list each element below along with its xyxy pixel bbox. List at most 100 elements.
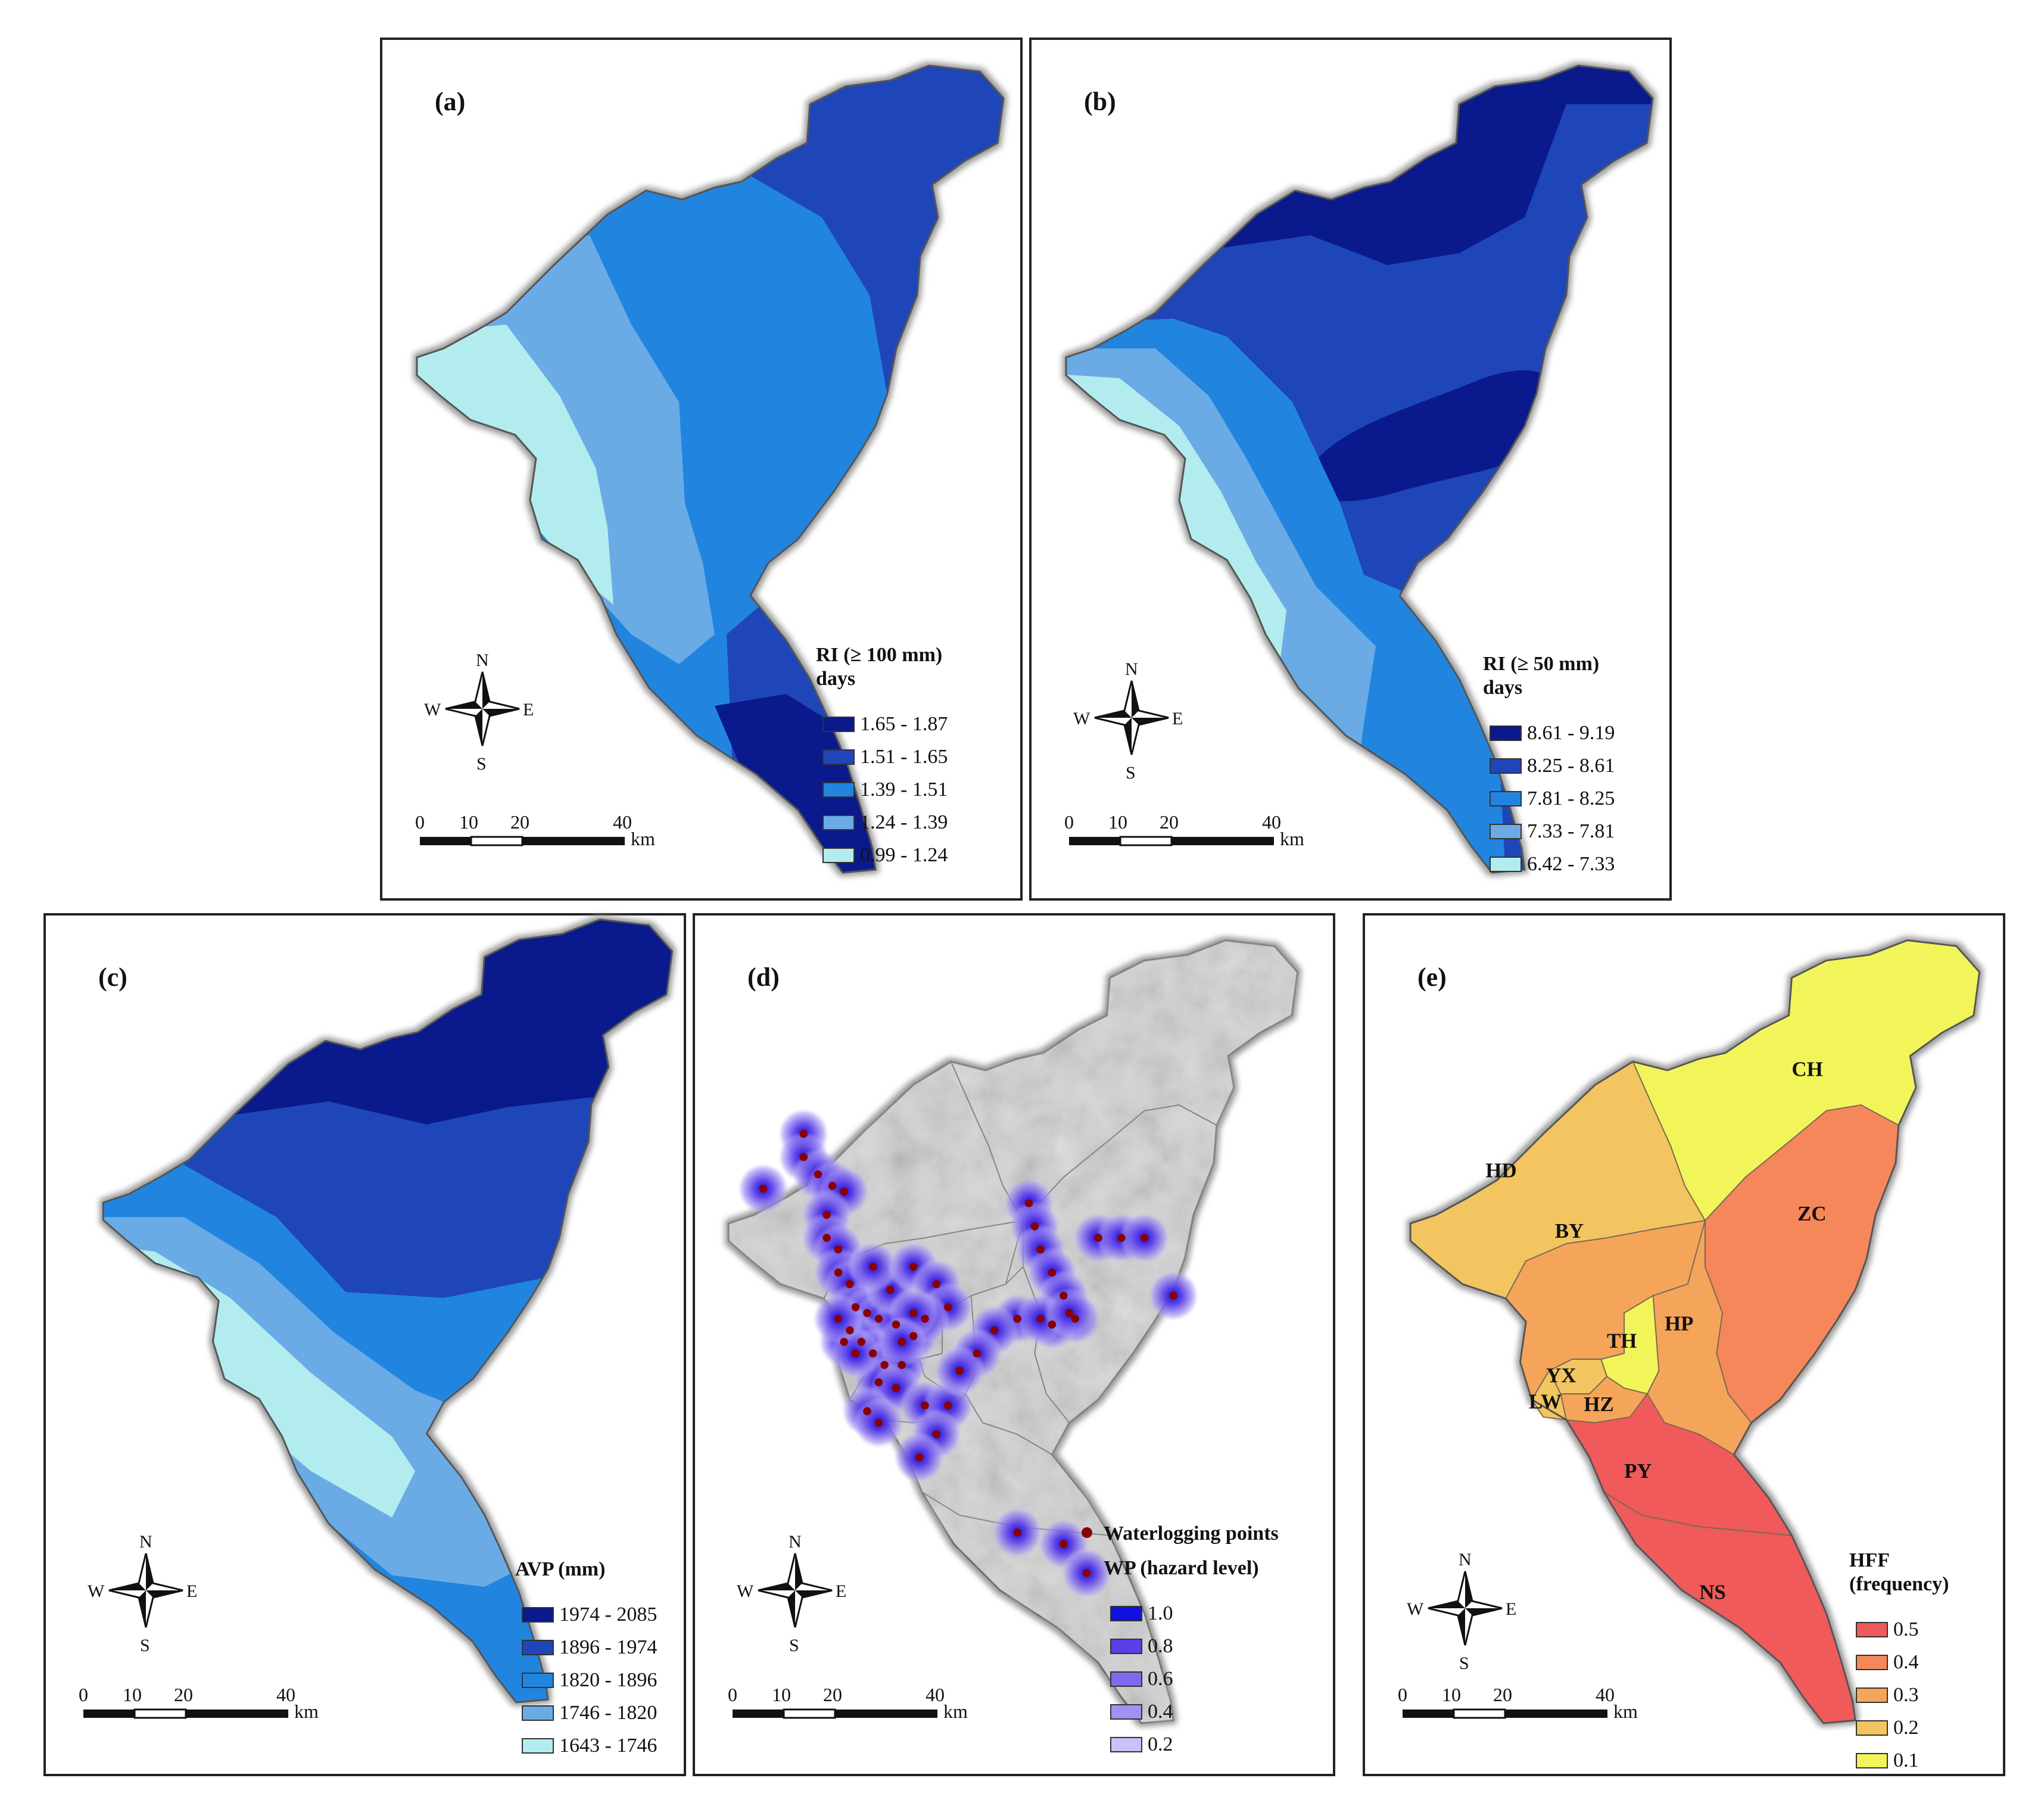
waterlogging-point-3 [814, 1170, 822, 1179]
scale-seg-1 [733, 1710, 784, 1718]
compass-shading [445, 672, 519, 746]
legend-swatch-2 [822, 782, 855, 798]
waterlogging-point-43 [990, 1326, 999, 1335]
waterlogging-point-33 [932, 1430, 941, 1438]
waterlogging-point-53 [840, 1338, 848, 1346]
compass-n: N [476, 650, 489, 670]
scale-tick-40: 40 [276, 1684, 295, 1705]
legend-label-0: 1974 - 2085 [559, 1603, 657, 1626]
district-label-th: TH [1607, 1329, 1637, 1353]
legend-swatch-1 [1856, 1655, 1888, 1670]
legend-label-1: 1.51 - 1.65 [860, 746, 948, 768]
waterlogging-point-39 [1060, 1291, 1068, 1300]
legend-label-2: 0.6 [1148, 1668, 1173, 1690]
compass-rose: N S E W [1407, 1550, 1516, 1673]
scale-tick-0: 0 [1064, 811, 1074, 833]
waterlogging-point-14 [892, 1320, 901, 1329]
scale-tick-10: 10 [459, 811, 478, 833]
waterlogging-point-25 [880, 1360, 889, 1369]
scale-tick-10: 10 [1108, 811, 1127, 833]
scale-tick-40: 40 [613, 811, 632, 833]
compass-n: N [789, 1532, 802, 1552]
legend: HFF(frequency) 0.5 0.4 0.3 0.2 0.1 [1849, 1549, 1949, 1771]
compass-e: E [836, 1581, 846, 1601]
legend-swatch-0 [822, 717, 855, 732]
legend-swatch-4 [522, 1738, 554, 1754]
legend-label-4: 0.1 [1893, 1749, 1919, 1771]
legend-title: HFF [1849, 1549, 1890, 1571]
waterlogging-point-41 [1048, 1320, 1057, 1329]
legend-swatch-3 [1856, 1720, 1888, 1736]
legend-swatch-1 [1490, 758, 1522, 774]
district-label-py: PY [1624, 1459, 1652, 1483]
waterlogging-point-47 [1117, 1234, 1126, 1242]
waterlogging-point-42 [1013, 1315, 1021, 1323]
scale-unit: km [943, 1701, 968, 1722]
waterlogging-point-59 [898, 1338, 906, 1346]
compass-n: N [1459, 1550, 1472, 1570]
waterlogging-point-21 [921, 1315, 929, 1323]
compass-n: N [139, 1532, 152, 1552]
compass-s: S [140, 1636, 150, 1655]
district-label-hp: HP [1665, 1312, 1693, 1335]
scale-unit: km [631, 828, 655, 849]
legend-swatch-2 [1110, 1671, 1142, 1687]
panel-label: (a) [435, 87, 465, 116]
scale-tick-20: 20 [510, 811, 529, 833]
legend-swatch-1 [822, 749, 855, 765]
waterlogging-point-49 [1169, 1291, 1177, 1300]
compass-e: E [1172, 709, 1183, 728]
legend-label-2: 0.3 [1893, 1684, 1919, 1706]
compass-rose: N S E W [88, 1532, 197, 1655]
waterlogging-point-23 [857, 1338, 866, 1346]
legend: AVP (mm) 1974 - 2085 1896 - 1974 1820 - 189… [515, 1558, 657, 1757]
legend-swatch-0 [522, 1607, 554, 1623]
legend-swatch-4 [1110, 1737, 1142, 1752]
district-label-ch: CH [1791, 1058, 1822, 1081]
waterlogging-point-44 [973, 1349, 982, 1357]
compass-w: W [1073, 709, 1090, 728]
legend-title: (frequency) [1849, 1573, 1949, 1595]
legend-title: RI (≥ 100 mm) [816, 644, 942, 666]
legend-label-4: 6.42 - 7.33 [1527, 853, 1615, 875]
compass-shading [109, 1553, 183, 1627]
waterlogging-point-11 [851, 1303, 860, 1312]
waterlogging-point-16 [886, 1285, 895, 1294]
legend-label-2: 7.81 - 8.25 [1527, 787, 1615, 809]
region-outline [1409, 939, 1981, 1724]
legend-title: WP (hazard level) [1104, 1557, 1259, 1579]
district-label-ns: NS [1699, 1580, 1726, 1603]
scale-seg-2 [783, 1708, 836, 1719]
compass-rose: N S E W [424, 650, 534, 774]
legend-swatch-2 [1490, 791, 1522, 807]
scale-tick-20: 20 [1493, 1684, 1512, 1705]
scale-tick-10: 10 [772, 1684, 791, 1705]
waterlogging-point-50 [1013, 1528, 1021, 1537]
legend-swatch-3 [1110, 1704, 1142, 1720]
legend-label-4: 0.99 - 1.24 [860, 844, 948, 866]
compass-s: S [789, 1636, 799, 1655]
waterlogging-point-1 [799, 1129, 808, 1138]
legend-label-1: 8.25 - 8.61 [1527, 755, 1615, 777]
waterlogging-point-55 [834, 1315, 843, 1323]
legend-swatch-3 [522, 1705, 554, 1721]
legend-points-label: Waterlogging points [1104, 1522, 1279, 1545]
scale-tick-40: 40 [926, 1684, 945, 1705]
panel-label: (d) [747, 963, 780, 992]
compass-n: N [1125, 659, 1138, 679]
scale-unit: km [1280, 828, 1304, 849]
scale-seg-1 [83, 1710, 135, 1718]
waterlogging-point-34 [915, 1453, 924, 1462]
zone-core [1308, 370, 1557, 502]
legend-title: AVP (mm) [515, 1558, 605, 1580]
compass-shading [1095, 681, 1169, 755]
scale-seg-1 [420, 837, 471, 845]
waterlogging-point-17 [868, 1262, 877, 1271]
waterlogging-point-51 [1060, 1540, 1068, 1549]
legend-label-3: 0.2 [1893, 1717, 1919, 1739]
